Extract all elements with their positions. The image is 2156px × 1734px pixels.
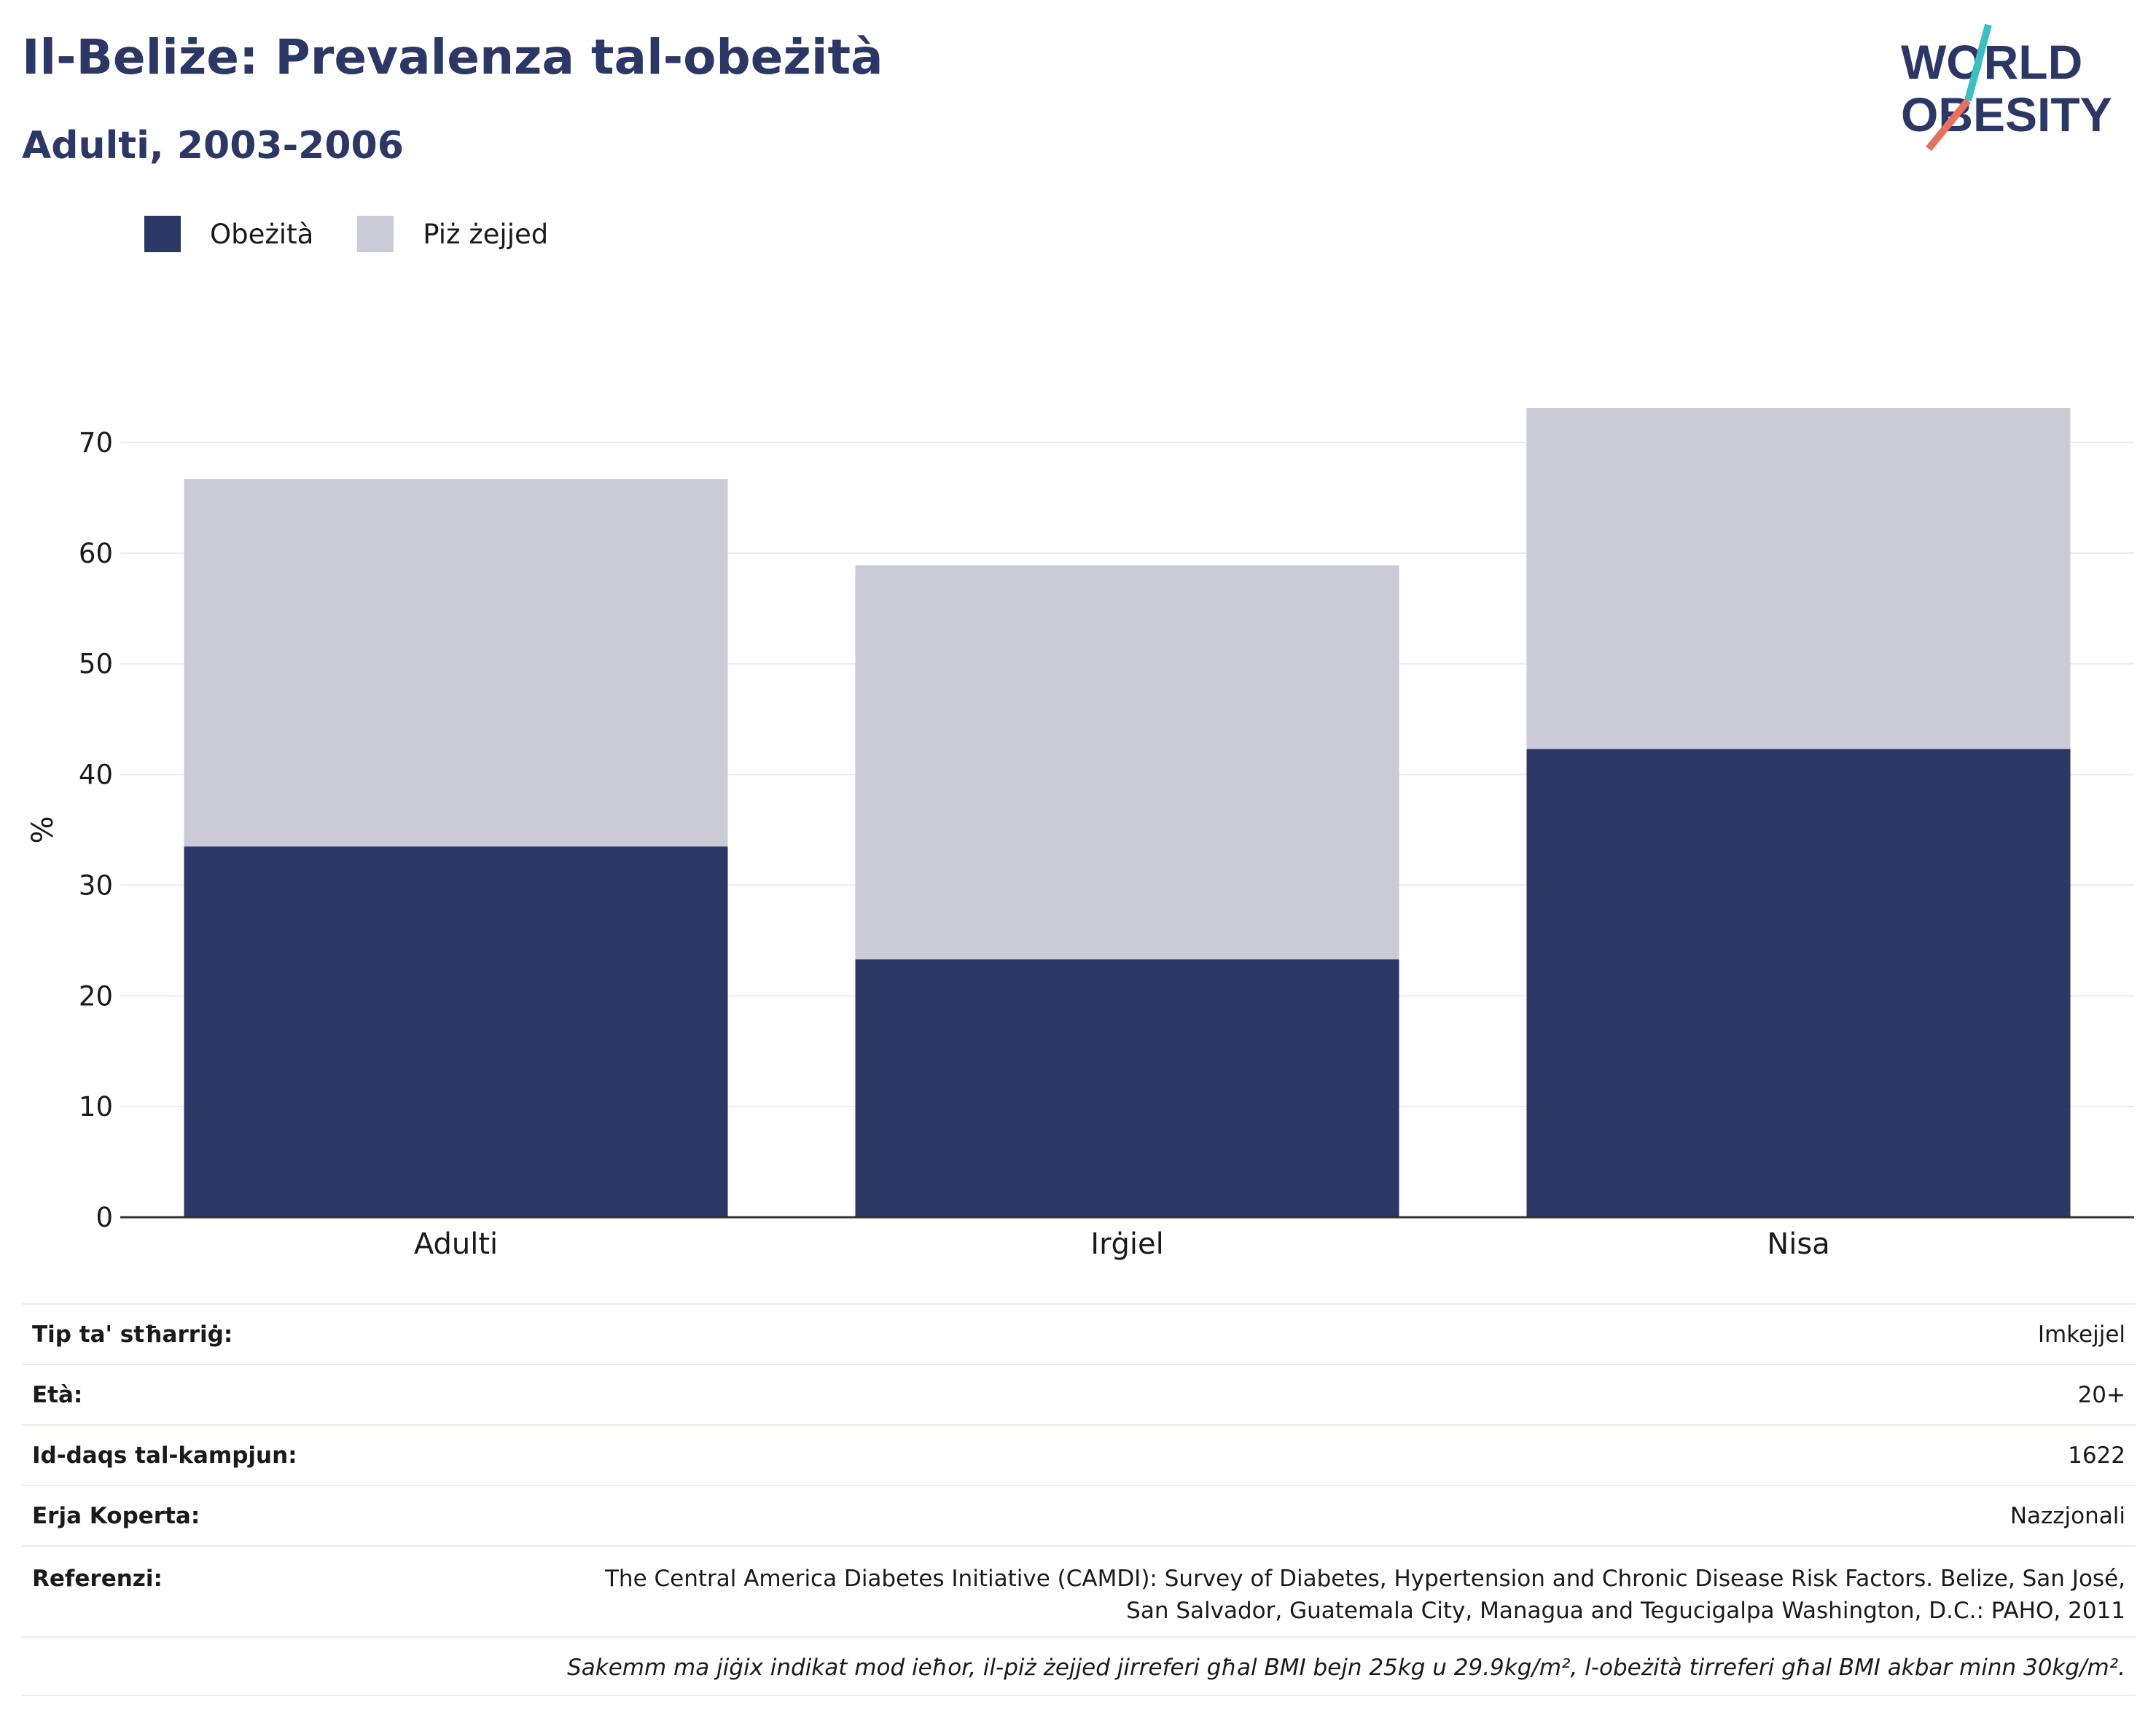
info-value: Imkejjel [2037, 1321, 2125, 1348]
info-key: Erja Koperta: [32, 1502, 200, 1529]
y-tick-label: 40 [79, 759, 113, 791]
bar-obesity [1526, 749, 2071, 1217]
y-tick-label: 60 [79, 538, 113, 569]
page-title: Il-Beliże: Prevalenza tal-obeżità [22, 29, 883, 85]
y-tick-label: 10 [79, 1091, 113, 1122]
info-row-age: Età: 20+ [22, 1364, 2136, 1424]
reference-line-2: San Salvador, Guatemala City, Managua an… [1126, 1598, 2125, 1624]
info-row-survey-type: Tip ta' stħarriġ: Imkejjel [22, 1303, 2136, 1364]
logo-line-2: OBESITY [1901, 87, 2112, 141]
info-row-references: Referenzi: The Central America Diabetes … [22, 1545, 2136, 1636]
x-tick-label: Nisa [1767, 1227, 1829, 1261]
reference-line-1: The Central America Diabetes Initiative … [604, 1566, 2125, 1592]
logo-line-1: WORLD [1901, 35, 2082, 89]
y-tick-label: 30 [79, 870, 113, 901]
bar-obesity [184, 846, 728, 1217]
bar-overweight [184, 479, 728, 847]
info-value: 20+ [2077, 1381, 2125, 1408]
logo-teal-slash [1964, 23, 1992, 102]
chart-legend: Obeżità Piż żejjed [144, 216, 592, 252]
y-tick-label: 0 [95, 1202, 113, 1233]
y-tick-label: 70 [79, 427, 113, 458]
legend-swatch-obesity [144, 216, 181, 252]
info-key: Id-daqs tal-kampjun: [32, 1442, 297, 1469]
info-row-area: Erja Koperta: Nazzjonali [22, 1485, 2136, 1545]
y-tick-label: 50 [79, 649, 113, 680]
y-tick-label: 20 [79, 980, 113, 1012]
info-key: Tip ta' stħarriġ: [32, 1321, 233, 1348]
survey-info-table: Tip ta' stħarriġ: Imkejjel Età: 20+ Id-d… [22, 1303, 2136, 1696]
bar-obesity [855, 959, 1399, 1217]
definition-note: Sakemm ma jiġix indikat mod ieħor, il-pi… [22, 1636, 2136, 1696]
info-key: Età: [32, 1381, 83, 1408]
stacked-bar-chart: 0 10 20 30 40 50 60 70% Adulti Irġiel Nisa [26, 407, 2134, 1261]
bar-overweight [1526, 407, 2071, 749]
info-value: Nazzjonali [2009, 1502, 2125, 1529]
info-key: Referenzi: [32, 1566, 163, 1592]
x-tick-label: Irġiel [1090, 1227, 1163, 1261]
info-value: The Central America Diabetes Initiative … [605, 1563, 2125, 1636]
world-obesity-logo: WORLD OBESITY [1901, 23, 2112, 152]
x-tick-label: Adulti [414, 1227, 498, 1261]
legend-swatch-overweight [357, 216, 394, 252]
logo-coral-slash [1926, 98, 1971, 152]
bar-overweight [855, 565, 1399, 960]
legend-label-obesity: Obeżità [210, 218, 314, 250]
page-subtitle: Adulti, 2003-2006 [22, 124, 404, 168]
legend-label-overweight: Piż żejjed [423, 218, 549, 250]
info-row-sample-size: Id-daqs tal-kampjun: 1622 [22, 1424, 2136, 1485]
y-axis-label: % [26, 816, 60, 843]
info-value: 1622 [2068, 1442, 2125, 1469]
